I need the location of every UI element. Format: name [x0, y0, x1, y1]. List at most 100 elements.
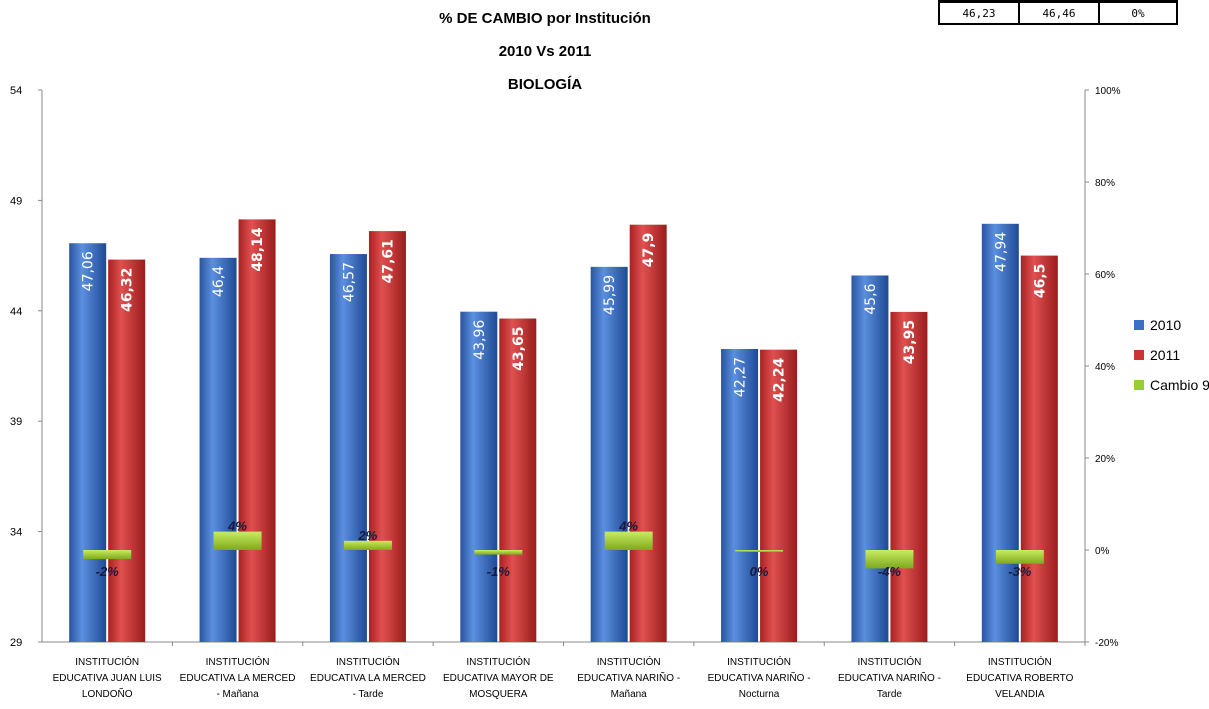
legend-label-2010: 2010 — [1150, 317, 1182, 333]
y-tick-label: 34 — [10, 527, 22, 539]
x-tick-label: INSTITUCIÓN EDUCATIVA JUAN LUIS LONDOÑO — [43, 655, 171, 703]
data-label-2010: 46,57 — [341, 262, 357, 302]
bar-2011 — [108, 259, 146, 642]
x-tick-label-line: INSTITUCIÓN — [205, 657, 270, 668]
legend-label-2011: 2011 — [1150, 347, 1181, 363]
bar-2010 — [981, 223, 1019, 642]
summary-change-value: 0% — [1098, 0, 1178, 25]
data-label-2010: 46,4 — [211, 266, 227, 297]
data-label-2011: 43,65 — [511, 327, 527, 371]
x-tick-label-line: EDUCATIVA NARIÑO - — [707, 673, 811, 684]
x-tick-label: INSTITUCIÓN EDUCATIVA NARIÑO - Tarde — [825, 655, 953, 703]
data-label-2011: 46,32 — [120, 268, 136, 312]
y2-tick-label: 80% — [1095, 178, 1115, 189]
bar-change — [213, 531, 262, 550]
x-tick-label-line: EDUCATIVA ROBERTO — [966, 673, 1074, 684]
x-tick-label-line: INSTITUCIÓN — [857, 657, 922, 668]
data-label-2010: 47,94 — [993, 232, 1009, 272]
bar-2010 — [69, 243, 107, 642]
legend-swatch-cambio — [1134, 380, 1144, 390]
bar-2010 — [329, 254, 367, 643]
bar-change — [735, 550, 784, 552]
data-label-2010: 45,99 — [602, 275, 618, 315]
bar-change — [343, 540, 392, 550]
summary-row: 46,23 46,46 0% — [938, 0, 1178, 25]
data-label-change: -3% — [1008, 564, 1032, 579]
data-label-2011: 46,5 — [1032, 264, 1048, 299]
bar-2011 — [890, 311, 928, 642]
chart-title: % DE CAMBIO por Institución — [439, 10, 651, 27]
bar-2010 — [851, 275, 889, 642]
y2-tick-label: 20% — [1095, 454, 1115, 465]
x-tick-label-line: INSTITUCIÓN — [335, 657, 400, 668]
x-tick-label-line: - Mañana — [216, 689, 259, 700]
x-tick-label-line: EDUCATIVA JUAN LUIS — [52, 673, 162, 684]
data-label-2010: 43,96 — [472, 320, 488, 360]
bar-2011 — [629, 224, 667, 643]
bar-change — [865, 550, 914, 569]
data-label-2011: 42,24 — [772, 357, 788, 402]
data-label-2011: 48,14 — [250, 227, 266, 272]
bar-2011 — [760, 349, 798, 642]
x-tick-label-line: Nocturna — [738, 689, 780, 700]
y-tick-label: 49 — [10, 195, 22, 207]
legend-item-2011: 2011 — [1134, 340, 1209, 370]
x-tick-label-line: INSTITUCIÓN — [75, 657, 140, 668]
data-label-2011: 47,61 — [380, 239, 396, 283]
y-tick-label: 39 — [10, 416, 22, 428]
chart-subtitle: 2010 Vs 2011 — [498, 43, 592, 60]
bar-2010 — [460, 311, 498, 642]
bar-2011 — [368, 231, 406, 643]
bar-2010 — [721, 348, 759, 642]
bar-2010 — [199, 257, 237, 642]
data-label-2011: 47,9 — [641, 233, 657, 268]
bar-change — [604, 531, 653, 550]
legend-swatch-2011 — [1134, 350, 1144, 360]
data-label-change: 4% — [227, 519, 247, 534]
x-tick-label: INSTITUCIÓN EDUCATIVA MAYOR DE MOSQUERA — [434, 655, 562, 703]
bar-change — [995, 550, 1044, 564]
legend-label-cambio: Cambio 9 — [1150, 377, 1209, 393]
chart-labels: 47,06 46,32 -2% 46,4 48,14 4% 46,57 47,61 2% 43,9… — [81, 227, 1049, 579]
summary-table: 46,23 46,46 0% — [938, 0, 1178, 25]
chart-axes: 29 34 39 44 49 54 -20% 0% 20% 40% 60% 80% 100% — [10, 85, 1121, 649]
summary-2010-value: 46,23 — [938, 0, 1020, 25]
legend-item-cambio: Cambio 9 — [1134, 370, 1209, 400]
data-label-change: 2% — [358, 528, 378, 543]
y2-tick-label: -20% — [1095, 638, 1118, 649]
bar-change — [83, 550, 132, 560]
x-tick-label-line: LONDOÑO — [81, 689, 133, 700]
x-tick-label: INSTITUCIÓN EDUCATIVA ROBERTO VELANDIA — [956, 655, 1084, 703]
y2-tick-label: 40% — [1095, 362, 1115, 373]
x-tick-label-line: EDUCATIVA NARIÑO - — [577, 673, 681, 684]
summary-2011-value: 46,46 — [1018, 0, 1100, 25]
x-tick-label: INSTITUCIÓN EDUCATIVA NARIÑO - Mañana — [565, 655, 693, 703]
y2-tick-label: 60% — [1095, 270, 1115, 281]
x-tick-label-line: VELANDIA — [995, 689, 1045, 700]
y-tick-label: 44 — [10, 306, 22, 318]
bar-2010 — [590, 266, 628, 642]
y-tick-label: 54 — [10, 85, 22, 97]
chart-subject: BIOLOGÍA — [507, 76, 583, 93]
x-tick-label-line: Tarde — [876, 689, 902, 700]
data-label-change: -4% — [878, 564, 902, 579]
x-tick-label-line: EDUCATIVA LA MERCED — [310, 673, 426, 684]
x-tick-label-line: Mañana — [610, 689, 647, 700]
bar-change — [474, 550, 523, 555]
x-tick-label-line: - Tarde — [352, 689, 384, 700]
x-tick-label-line: INSTITUCIÓN — [727, 657, 791, 668]
x-tick-label: INSTITUCIÓN EDUCATIVA NARIÑO - Nocturna — [695, 655, 823, 703]
data-label-change: 4% — [618, 519, 638, 534]
x-tick-label: INSTITUCIÓN EDUCATIVA LA MERCED - Mañana — [174, 655, 302, 703]
data-label-2010: 45,6 — [863, 283, 879, 314]
chart-legend: 2010 2011 Cambio 9 — [1134, 310, 1209, 400]
x-tick-label-line: EDUCATIVA MAYOR DE — [443, 673, 554, 684]
legend-swatch-2010 — [1134, 320, 1144, 330]
data-label-change: 0% — [750, 564, 769, 579]
y-tick-label: 29 — [10, 637, 22, 649]
y2-tick-label: 100% — [1095, 86, 1121, 97]
data-label-change: -2% — [96, 564, 120, 579]
x-tick-label: INSTITUCIÓN EDUCATIVA LA MERCED - Tarde — [304, 655, 432, 703]
y2-tick-label: 0% — [1095, 546, 1110, 557]
